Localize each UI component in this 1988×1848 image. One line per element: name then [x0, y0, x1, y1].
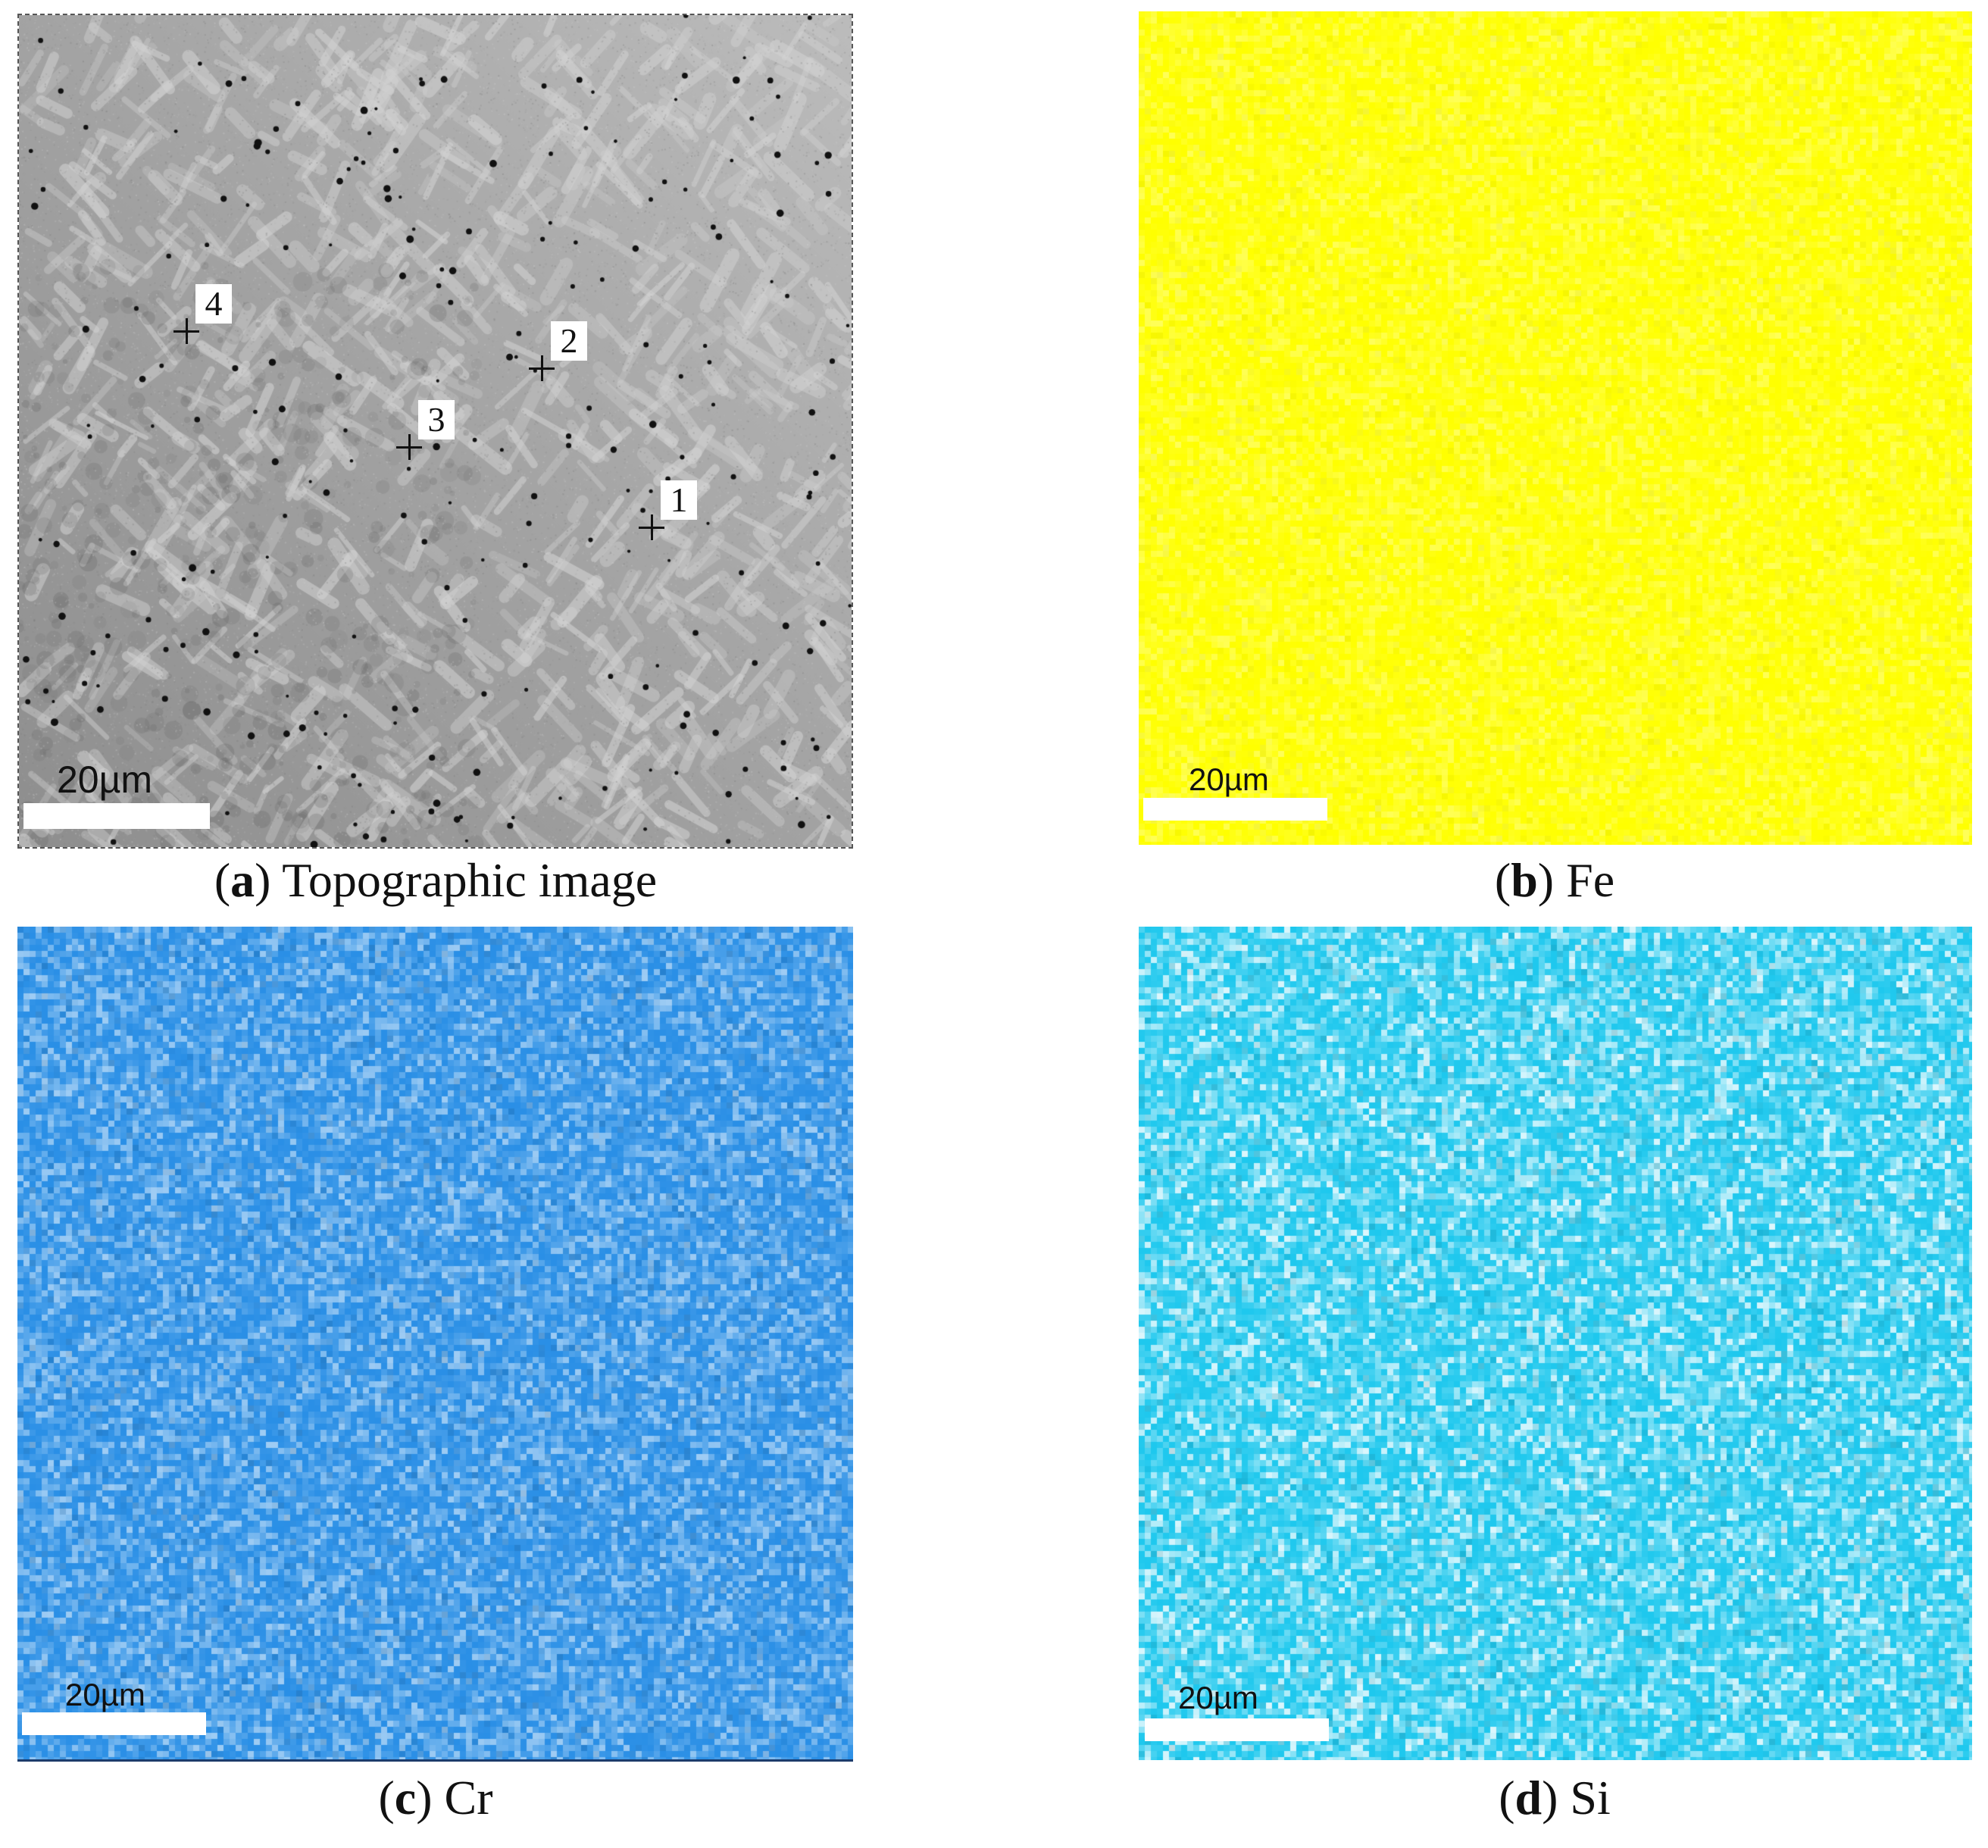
scale-bar — [22, 1712, 206, 1735]
caption-a: (a) Topographic image — [214, 853, 658, 907]
caption-text: Cr — [444, 1771, 493, 1825]
caption-text: Si — [1570, 1771, 1611, 1825]
scale-bar — [23, 803, 210, 829]
topographic-image-panel: 4 2 3 1 20µm — [17, 14, 853, 849]
cr-map-panel: 20µm — [17, 927, 853, 1762]
scale-bar — [1145, 1718, 1329, 1741]
fe-element-map — [1139, 11, 1972, 845]
marker-label: 1 — [661, 480, 697, 520]
marker-label: 4 — [195, 284, 232, 324]
scale-bar-label: 20µm — [57, 758, 153, 801]
caption-c: (c) Cr — [378, 1771, 493, 1825]
cr-element-map — [17, 927, 853, 1759]
scale-bar-label: 20µm — [1178, 1680, 1258, 1715]
marker-label: 3 — [418, 400, 455, 439]
scale-bar-label: 20µm — [65, 1677, 145, 1712]
fe-map-panel: 20µm — [1139, 11, 1972, 845]
si-map-panel: 20µm — [1139, 927, 1972, 1760]
caption-letter: c — [394, 1771, 417, 1825]
caption-letter: b — [1511, 853, 1538, 907]
caption-letter: a — [230, 853, 255, 907]
scale-bar-label: 20µm — [1189, 761, 1269, 797]
caption-text: Topographic image — [282, 853, 658, 907]
caption-letter: d — [1514, 1771, 1543, 1825]
caption-d: (d) Si — [1499, 1771, 1611, 1825]
marker-label: 2 — [551, 321, 587, 361]
si-element-map — [1139, 927, 1972, 1760]
scale-bar — [1143, 798, 1327, 821]
caption-b: (b) Fe — [1494, 853, 1615, 907]
caption-text: Fe — [1566, 853, 1615, 907]
